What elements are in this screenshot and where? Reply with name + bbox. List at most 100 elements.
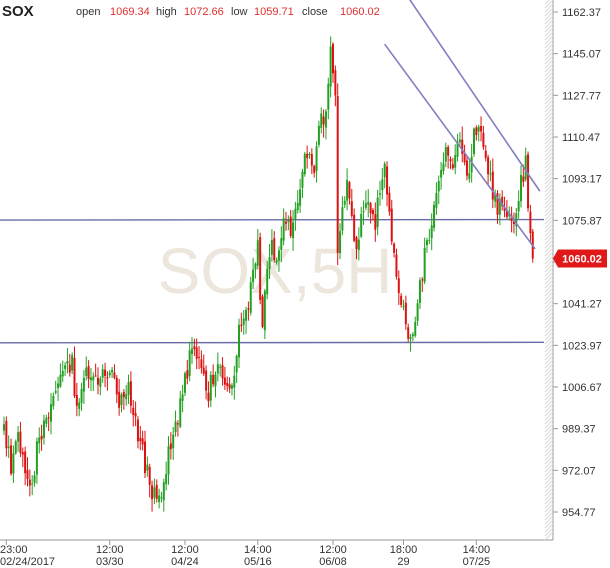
axis-hatch	[544, 347, 554, 357]
candle	[310, 148, 313, 175]
candle	[12, 445, 15, 483]
candle-body	[339, 231, 342, 253]
candle-body	[144, 441, 146, 474]
axis-hatch	[544, 131, 554, 141]
candle-body	[440, 169, 443, 178]
axis-hatch	[544, 455, 554, 465]
candle-body	[127, 382, 130, 395]
candle-body	[97, 377, 99, 385]
axis-hatch	[544, 199, 554, 209]
axis-hatch	[544, 15, 554, 25]
time-tick-time: 18:00	[390, 544, 418, 556]
candle	[259, 232, 262, 305]
candle	[386, 161, 389, 207]
axis-hatch	[544, 495, 554, 505]
candle-body	[263, 290, 266, 331]
candle-body	[87, 366, 90, 379]
candle-body	[89, 377, 92, 381]
candle-body	[423, 247, 426, 282]
low-label: low	[231, 6, 248, 18]
candle-body	[153, 487, 156, 498]
candle-body	[430, 225, 433, 238]
candle	[101, 364, 104, 383]
axis-hatch	[544, 247, 554, 257]
candle	[320, 107, 323, 134]
axis-hatch	[544, 167, 554, 177]
candle	[38, 427, 41, 454]
candle-body	[14, 441, 17, 454]
time-tick-date: 03/30	[96, 556, 124, 568]
high-value: 1072.66	[184, 6, 224, 18]
axis-hatch	[544, 511, 554, 521]
candle	[482, 125, 485, 150]
candle	[158, 488, 161, 509]
candle-body	[50, 404, 52, 422]
candle	[183, 371, 186, 397]
candle	[238, 318, 240, 369]
candle-body	[454, 155, 457, 168]
candle-body	[501, 196, 504, 207]
candle-body	[456, 142, 459, 157]
candle-body	[308, 154, 311, 156]
candle-body	[261, 296, 264, 327]
candle-body	[527, 154, 530, 209]
candle-body	[186, 370, 189, 379]
candle	[71, 352, 74, 375]
candle	[423, 237, 426, 285]
candle-body	[28, 479, 31, 486]
candle	[416, 299, 419, 326]
axis-hatch	[544, 395, 554, 405]
axis-hatch	[544, 211, 554, 221]
candle	[360, 206, 363, 239]
candle-body	[21, 452, 24, 455]
candle-body	[341, 207, 344, 231]
time-tick-time: 12:00	[319, 544, 347, 556]
candle-body	[409, 337, 412, 340]
candle-body	[520, 174, 522, 202]
candle-body	[517, 200, 520, 212]
candle-body	[447, 147, 450, 156]
candle-body	[193, 346, 196, 349]
candle	[484, 144, 487, 162]
candle-body	[223, 377, 226, 385]
candle-body	[475, 127, 478, 135]
candle	[226, 376, 229, 392]
candle-body	[332, 44, 334, 74]
candle-body	[242, 318, 245, 325]
time-tick-time: 12:00	[96, 544, 124, 556]
candle	[99, 376, 102, 396]
candle-body	[524, 155, 527, 180]
candle-body	[369, 203, 372, 214]
candle-body	[433, 204, 436, 228]
candle	[50, 393, 52, 435]
candle-body	[259, 237, 262, 300]
candle-body	[371, 210, 374, 215]
price-tick-label: 954.77	[562, 507, 596, 519]
candle	[235, 354, 238, 383]
candle-body	[388, 192, 391, 212]
candle-body	[181, 394, 184, 401]
candle	[78, 398, 81, 417]
candle-body	[292, 222, 295, 239]
candle	[68, 353, 71, 377]
candle-body	[10, 445, 13, 474]
price-axis-background	[553, 0, 610, 568]
axis-hatch	[544, 447, 554, 457]
axis-hatch	[544, 471, 554, 481]
axis-hatch	[544, 219, 554, 229]
candle-body	[45, 417, 48, 424]
candle	[282, 208, 285, 246]
candle	[151, 480, 154, 512]
candle	[324, 108, 327, 140]
candle	[160, 491, 163, 503]
candle-body	[442, 163, 445, 172]
candle	[249, 276, 252, 316]
candle-body	[301, 171, 304, 188]
candle	[87, 360, 90, 389]
time-tick-date: 29	[397, 556, 409, 568]
candle	[280, 226, 283, 263]
candle	[449, 156, 452, 170]
axis-hatch	[544, 503, 554, 513]
candle-body	[289, 216, 292, 236]
time-tick-time: 23:00	[0, 544, 28, 556]
